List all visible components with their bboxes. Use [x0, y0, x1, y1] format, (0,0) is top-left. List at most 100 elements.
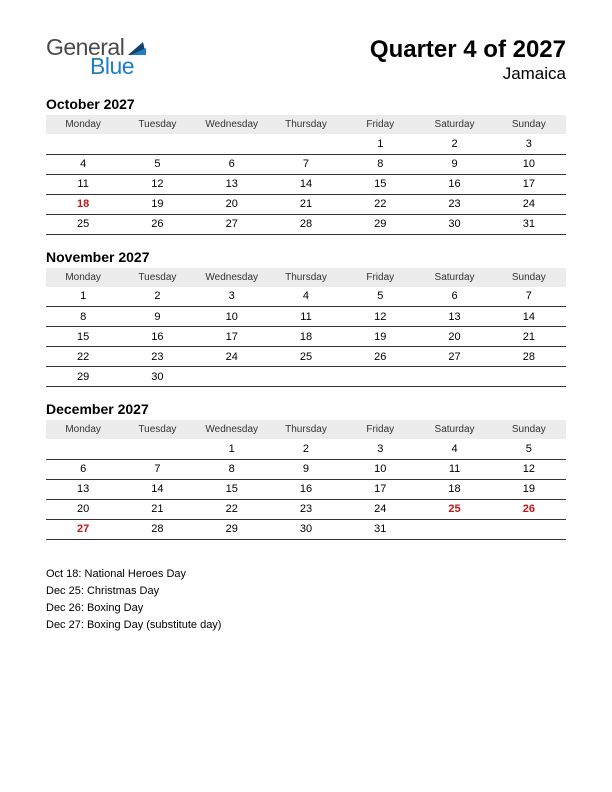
logo: General Blue — [46, 36, 146, 78]
calendar-day: 27 — [195, 214, 269, 234]
calendar-day: 9 — [417, 154, 491, 174]
calendar-day: 1 — [46, 287, 120, 307]
calendar-day: 10 — [343, 459, 417, 479]
month-block: October 2027 MondayTuesdayWednesdayThursd… — [46, 96, 566, 235]
calendar-day: 7 — [120, 459, 194, 479]
calendar-day: 30 — [417, 214, 491, 234]
calendar-day: 25 — [46, 214, 120, 234]
holiday-note: Dec 27: Boxing Day (substitute day) — [46, 617, 566, 634]
weekday-header: Sunday — [492, 420, 566, 439]
calendar-day — [492, 519, 566, 539]
calendar-day: 30 — [120, 367, 194, 387]
title-block: Quarter 4 of 2027 Jamaica — [370, 36, 566, 84]
calendar-day: 10 — [195, 307, 269, 327]
calendar-day: 21 — [269, 194, 343, 214]
calendar-day: 4 — [46, 154, 120, 174]
calendar-day: 4 — [417, 439, 491, 459]
calendar-day: 2 — [269, 439, 343, 459]
calendar-day: 20 — [417, 327, 491, 347]
weekday-header: Sunday — [492, 268, 566, 287]
weekday-header: Saturday — [417, 115, 491, 134]
calendar-day: 19 — [492, 479, 566, 499]
weekday-header: Tuesday — [120, 115, 194, 134]
calendar-day: 28 — [120, 519, 194, 539]
weekday-header: Sunday — [492, 115, 566, 134]
calendar-day: 6 — [195, 154, 269, 174]
calendar-day: 1 — [195, 439, 269, 459]
calendar-day: 30 — [269, 519, 343, 539]
weekday-header: Friday — [343, 268, 417, 287]
weekday-header: Tuesday — [120, 268, 194, 287]
calendar-day: 27 — [417, 347, 491, 367]
page-title: Quarter 4 of 2027 — [370, 36, 566, 64]
holiday-note: Dec 26: Boxing Day — [46, 600, 566, 617]
calendar-day — [269, 367, 343, 387]
page-header: General Blue Quarter 4 of 2027 Jamaica — [46, 36, 566, 84]
calendar-day: 23 — [417, 194, 491, 214]
weekday-header: Monday — [46, 268, 120, 287]
calendar-day: 2 — [120, 287, 194, 307]
calendar-day: 6 — [417, 287, 491, 307]
calendar-day: 15 — [46, 327, 120, 347]
calendar-day — [195, 134, 269, 154]
calendar-day: 29 — [195, 519, 269, 539]
calendar-day: 3 — [492, 134, 566, 154]
weekday-header: Friday — [343, 115, 417, 134]
month-title: October 2027 — [46, 96, 566, 112]
calendar-day: 5 — [120, 154, 194, 174]
calendar-day: 11 — [269, 307, 343, 327]
logo-word-blue: Blue — [90, 55, 146, 78]
holiday-note: Dec 25: Christmas Day — [46, 583, 566, 600]
calendar-day: 22 — [343, 194, 417, 214]
calendar-day: 7 — [269, 154, 343, 174]
calendar-day: 8 — [46, 307, 120, 327]
calendar-day: 31 — [492, 214, 566, 234]
weekday-header: Saturday — [417, 420, 491, 439]
calendar-day: 14 — [492, 307, 566, 327]
calendar-table: MondayTuesdayWednesdayThursdayFridaySatu… — [46, 420, 566, 540]
calendar-day: 29 — [46, 367, 120, 387]
calendar-day: 17 — [195, 327, 269, 347]
month-block: November 2027MondayTuesdayWednesdayThurs… — [46, 249, 566, 388]
calendar-day: 20 — [195, 194, 269, 214]
weekday-header: Monday — [46, 115, 120, 134]
calendar-day: 18 — [46, 194, 120, 214]
calendar-day: 13 — [417, 307, 491, 327]
calendar-table: MondayTuesdayWednesdayThursdayFridaySatu… — [46, 115, 566, 235]
calendar-day — [46, 134, 120, 154]
calendar-day: 16 — [120, 327, 194, 347]
calendar-day: 16 — [269, 479, 343, 499]
calendar-day: 31 — [343, 519, 417, 539]
calendar-day: 16 — [417, 174, 491, 194]
calendar-day: 3 — [343, 439, 417, 459]
calendar-day: 15 — [343, 174, 417, 194]
calendar-day: 9 — [120, 307, 194, 327]
calendar-day — [417, 519, 491, 539]
calendar-day: 2 — [417, 134, 491, 154]
calendar-day: 28 — [492, 347, 566, 367]
calendar-day: 23 — [269, 499, 343, 519]
weekday-header: Thursday — [269, 115, 343, 134]
calendar-day: 26 — [120, 214, 194, 234]
calendar-day: 17 — [343, 479, 417, 499]
calendar-day: 14 — [120, 479, 194, 499]
weekday-header: Wednesday — [195, 115, 269, 134]
calendar-day — [343, 367, 417, 387]
calendar-day: 6 — [46, 459, 120, 479]
calendar-day: 4 — [269, 287, 343, 307]
calendar-day: 18 — [269, 327, 343, 347]
calendar-day: 10 — [492, 154, 566, 174]
month-title: December 2027 — [46, 401, 566, 417]
weekday-header: Thursday — [269, 268, 343, 287]
calendar-day: 28 — [269, 214, 343, 234]
calendar-day — [492, 367, 566, 387]
calendar-day: 26 — [343, 347, 417, 367]
calendar-day: 24 — [195, 347, 269, 367]
calendar-day: 11 — [417, 459, 491, 479]
calendar-day: 7 — [492, 287, 566, 307]
calendar-day: 24 — [343, 499, 417, 519]
calendar-day: 26 — [492, 499, 566, 519]
calendar-day: 29 — [343, 214, 417, 234]
weekday-header: Saturday — [417, 268, 491, 287]
calendar-day: 25 — [417, 499, 491, 519]
